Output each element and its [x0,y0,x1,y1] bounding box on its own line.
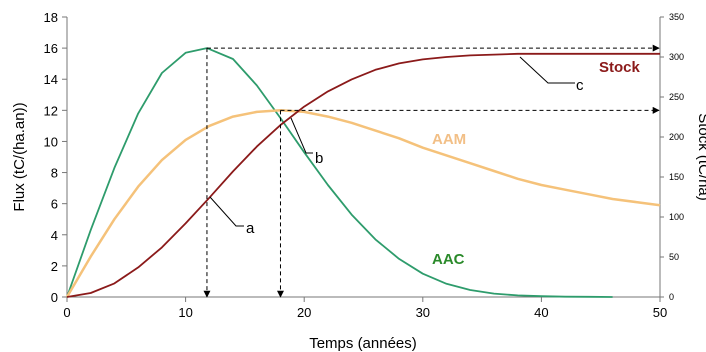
series-line-aam [65,109,661,298]
y-tick-label: 18 [44,10,58,25]
x-axis-title: Temps (années) [309,335,417,352]
series-label-aac: AAC [432,251,465,268]
y2-tick-label: 100 [669,212,684,222]
x-tick-label: 50 [653,305,667,320]
series-lines [65,47,661,298]
callout-label-c: c [576,77,584,94]
y-tick-label: 4 [51,228,58,243]
annotations: a b c [209,56,584,237]
callout-leader-a [209,196,244,227]
x-tick-label: 40 [534,305,548,320]
x-tick-label: 20 [297,305,311,320]
y-tick-label: 8 [51,166,58,181]
y2-tick-label: 50 [669,252,679,262]
y2-tick-label: 200 [669,132,684,142]
callout-leader-b [290,117,313,154]
series-label-aam: AAM [432,131,466,148]
series-label-stock: Stock [599,59,641,76]
series-line-aac [66,47,613,298]
y-tick-label: 16 [44,41,58,56]
callout-leader-c [519,56,575,84]
callout-label-a: a [246,220,255,237]
x-tick-label: 30 [416,305,430,320]
y-axis-title: Flux (tC/(ha.an)) [11,102,28,211]
y-tick-label: 0 [51,290,58,305]
x-tick-label: 0 [63,305,70,320]
x-tick-label: 10 [178,305,192,320]
y-tick-label: 10 [44,134,58,149]
callout-label-b: b [315,150,323,167]
y2-tick-label: 150 [669,172,684,182]
y2-tick-label: 300 [669,52,684,62]
y-tick-label: 6 [51,197,58,212]
series-line-stock [66,52,660,298]
y2-tick-label: 0 [669,292,674,302]
y2-tick-label: 250 [669,92,684,102]
y-tick-label: 12 [44,103,58,118]
y2-tick-label: 350 [669,12,684,22]
y2-axis-title: Stock (tC/ha) [695,113,706,201]
series-labels: AAC AAM Stock [432,59,641,268]
y-tick-label: 2 [51,259,58,274]
reference-lines [203,44,660,298]
y-tick-label: 14 [44,72,58,87]
